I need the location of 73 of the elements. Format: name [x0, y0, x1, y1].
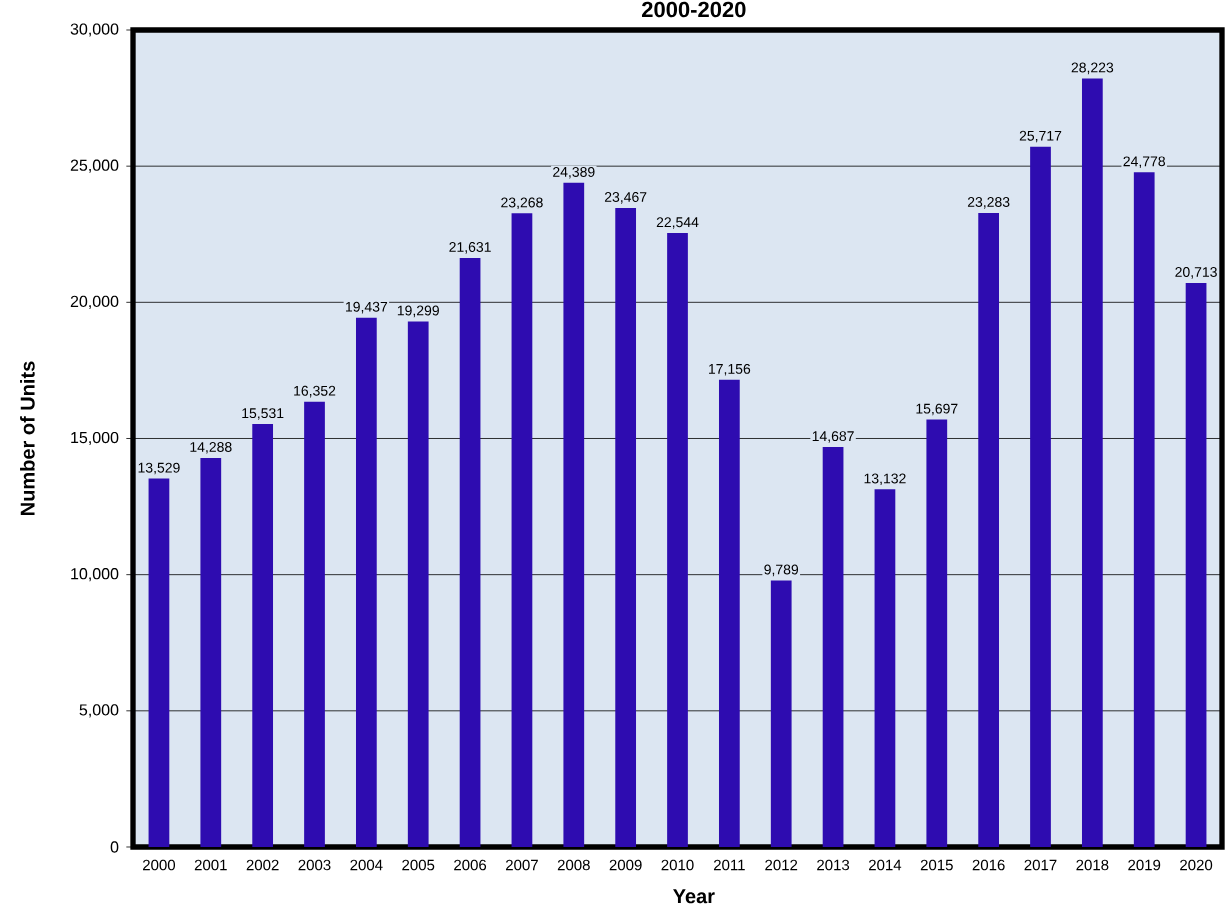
x-tick-label: 2019: [1128, 859, 1161, 871]
data-label: 24,389: [553, 166, 595, 179]
x-tick-label: 2010: [661, 859, 694, 871]
data-label: 13,529: [138, 462, 180, 475]
x-tick-label: 2014: [869, 859, 902, 871]
bar: [874, 489, 896, 847]
x-tick-label: 2001: [194, 859, 227, 871]
bar: [200, 457, 222, 847]
bar: [511, 213, 533, 847]
x-tick-label: 2020: [1180, 859, 1213, 871]
x-axis-title: Year: [673, 889, 715, 904]
data-label: 23,268: [501, 197, 543, 210]
bar: [615, 207, 637, 847]
bar: [1133, 172, 1155, 847]
data-label: 23,467: [604, 192, 647, 204]
x-tick-label: 2011: [713, 859, 745, 871]
y-tick-label: 25,000: [70, 159, 119, 173]
data-label: 23,283: [967, 197, 1010, 209]
y-tick-label: 10,000: [71, 568, 119, 582]
data-label: 14,288: [190, 442, 232, 454]
bar: [563, 182, 585, 847]
y-tick-label: 5,000: [79, 704, 119, 718]
bar: [148, 478, 170, 847]
data-label: 28,223: [1071, 62, 1114, 75]
x-tick-label: 2004: [350, 859, 383, 871]
x-tick-label: 2009: [609, 859, 642, 871]
data-label: 16,352: [294, 385, 336, 398]
x-tick-label: 2015: [920, 859, 953, 871]
data-label: 24,778: [1123, 156, 1166, 168]
bar: [822, 447, 844, 847]
data-label: 17,156: [709, 363, 751, 376]
y-tick-label: 30,000: [70, 23, 119, 37]
data-label: 19,437: [346, 301, 388, 314]
x-tick-label: 2000: [143, 859, 176, 871]
bar: [926, 419, 948, 847]
y-tick-label: 0: [110, 841, 119, 853]
bar: [407, 321, 429, 847]
bar: [1030, 146, 1051, 847]
bar: [978, 212, 1000, 847]
y-axis-title: Number of Units: [20, 361, 35, 515]
bar: [304, 401, 325, 847]
x-tick-label: 2007: [506, 859, 538, 871]
y-tick-label: 20,000: [70, 295, 119, 309]
x-tick-label: 2017: [1024, 859, 1057, 871]
x-tick-label: 2008: [557, 859, 590, 871]
x-tick-label: 2013: [817, 859, 850, 871]
data-label: 9,789: [764, 564, 799, 577]
bar: [252, 424, 274, 847]
chart-title: 2000-2020: [641, 1, 746, 18]
bar: [770, 580, 792, 847]
data-label: 22,544: [656, 217, 699, 229]
x-tick-label: 2003: [298, 859, 331, 871]
x-tick-label: 2016: [972, 859, 1005, 871]
data-label: 15,531: [242, 408, 284, 420]
x-tick-label: 2002: [246, 859, 279, 871]
data-label: 25,717: [1019, 130, 1062, 143]
bar: [1185, 282, 1207, 847]
x-tick-label: 2005: [402, 859, 435, 871]
bar: [718, 379, 740, 847]
data-label: 14,687: [812, 431, 854, 443]
data-label: 20,713: [1175, 267, 1217, 279]
x-tick-label: 2012: [765, 859, 798, 871]
data-label: 15,697: [916, 403, 958, 416]
bar: [1081, 78, 1103, 847]
x-tick-label: 2018: [1076, 859, 1109, 871]
data-label: 13,132: [864, 473, 906, 486]
y-tick-label: 15,000: [71, 431, 119, 446]
data-label: 21,631: [449, 242, 491, 254]
x-tick-label: 2006: [454, 859, 487, 871]
bar: [459, 257, 481, 847]
data-label: 19,299: [397, 305, 439, 318]
bar: [356, 317, 377, 847]
bar: [667, 233, 688, 847]
